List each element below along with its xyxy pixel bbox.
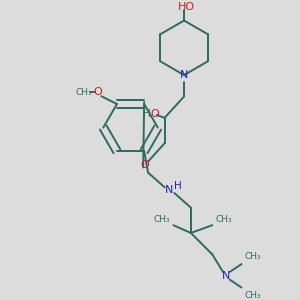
Text: N: N [222, 271, 230, 281]
Text: CH₃: CH₃ [76, 88, 92, 97]
Text: O: O [141, 160, 149, 170]
Text: O: O [93, 87, 102, 97]
Text: CH₃: CH₃ [245, 252, 262, 261]
Text: O: O [151, 109, 159, 119]
Text: HO: HO [178, 2, 195, 12]
Text: H: H [174, 181, 182, 191]
Text: CH₃: CH₃ [153, 215, 170, 224]
Text: H: H [143, 109, 151, 119]
Text: N: N [165, 185, 174, 195]
Text: CH₃: CH₃ [245, 291, 262, 300]
Text: CH₃: CH₃ [216, 215, 232, 224]
Text: N: N [180, 70, 188, 80]
